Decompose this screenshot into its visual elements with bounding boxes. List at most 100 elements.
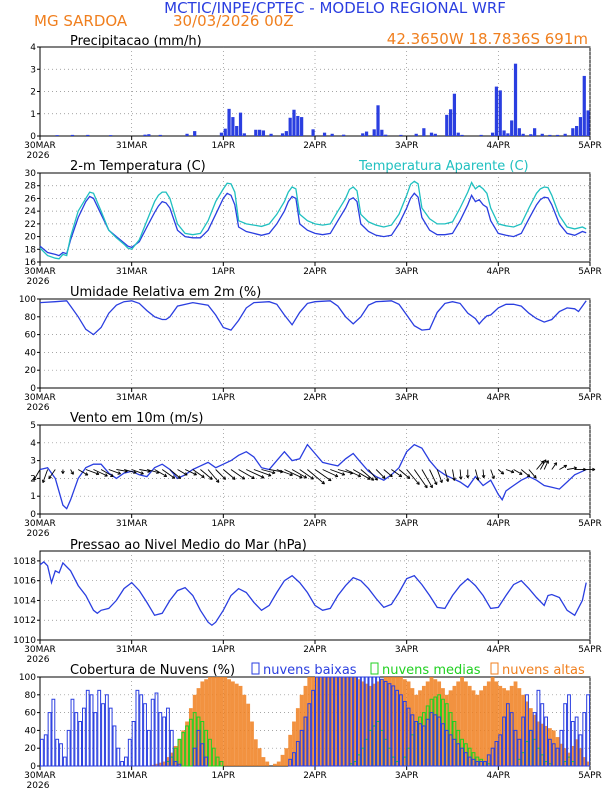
wind-arrow-head [41, 479, 46, 484]
cloud-bar-high [387, 677, 392, 766]
pressure-xtick-label: 1APR [212, 645, 236, 655]
cloud-bar-high [547, 728, 552, 766]
wind-arrow [291, 469, 307, 479]
precip-bar [311, 129, 315, 136]
wind-arrow-head [434, 481, 438, 486]
cloud-bar-low [372, 676, 377, 767]
precip-bar [219, 132, 224, 136]
precip-bar [86, 134, 90, 136]
precip-bar [143, 134, 147, 136]
cloud-bar-low [399, 694, 403, 767]
cloud-bar-low [486, 754, 491, 767]
wind-arrow-head [267, 473, 272, 477]
cloud-bar-high [177, 739, 182, 766]
wind-arrow [452, 469, 455, 481]
cloud-bar-low [540, 703, 545, 767]
cloud-bar-low [120, 761, 125, 767]
precip-bar [445, 114, 449, 136]
cloud-bar-high [395, 677, 400, 766]
wind-arrow [375, 469, 386, 479]
cloud-bar-low [387, 683, 392, 767]
cloud-bar-low [349, 676, 354, 767]
cloud-bar-low [379, 678, 384, 767]
cloud-bar-high [559, 743, 564, 766]
cloud-bar-low [471, 758, 476, 767]
cloud-cover-title: Cobertura de Nuvens (%) [70, 663, 235, 678]
precip-bar [376, 105, 380, 136]
wind-arrow-head [33, 477, 37, 481]
wind-arrow [246, 469, 265, 479]
cloud-bar-high [242, 694, 247, 766]
wind-arrow [413, 469, 428, 489]
wind-arrow-head [592, 467, 596, 472]
cloud-bar-low [345, 676, 350, 767]
cloud-bar-low [391, 685, 396, 767]
temperature-panel: 2-m Temperatura (C) Temperatura Aparente… [24, 159, 602, 287]
cloud-bar-high [219, 677, 224, 766]
pressure-xtick-label: 31MAR [116, 645, 148, 655]
cloud-bar-high [326, 677, 331, 766]
wind-arrow-head [416, 481, 420, 485]
temp-ytick-label: 26 [25, 194, 37, 204]
cloud-bar-high [204, 679, 209, 766]
cloud-bar-low [494, 741, 499, 767]
wind-arrow-head [271, 470, 276, 475]
cloud-bar-low [410, 714, 415, 767]
wind-arrow-head [510, 469, 515, 474]
wind-arrow [85, 469, 100, 475]
wind-line-0 [39, 443, 587, 510]
cloud-bar-low [578, 734, 583, 767]
clouds-xtick-label: 4APR [487, 771, 511, 781]
precip-bar [372, 129, 376, 136]
cloud-bar-low [547, 738, 552, 767]
wind-arrow-head [299, 475, 303, 479]
wind-arrow [490, 469, 495, 479]
cloud-bar-low [292, 752, 296, 767]
wind-arrow [131, 469, 144, 475]
wind-arrow-head [389, 473, 393, 478]
cloud-bar-high [567, 752, 571, 766]
wind-arrow [314, 469, 332, 482]
cloud-bar-low [586, 694, 590, 767]
cloud-bar-high [223, 677, 228, 766]
precip-bar [280, 133, 285, 136]
precip-bar [380, 129, 384, 136]
cloud-bar-low [143, 703, 147, 767]
temp-ytick-label: 30 [25, 169, 37, 179]
temp-year-label: 2026 [27, 277, 50, 287]
wind-arrow-head [424, 484, 428, 489]
apparent-temperature-legend: Temperatura Aparente (C) [358, 159, 529, 174]
wind-panel: Vento em 10m (m/s) 0 1 2 3 4 5 30MAR 31MAR 1APR 2… [24, 411, 602, 539]
temp-line-1 [39, 180, 587, 260]
clouds-xtick-label: 5APR [578, 771, 602, 781]
wind-arrow-head [533, 475, 537, 479]
wind-arrow-head [193, 472, 197, 476]
cloud-bar-high [315, 677, 319, 766]
cloud-bar-mid [181, 732, 186, 767]
cloud-bar-low [528, 729, 533, 767]
cloud-bar-high [509, 685, 514, 766]
cloud-bar-mid [211, 747, 216, 767]
wind-arrow [436, 469, 443, 483]
wind-arrow-head [519, 471, 523, 475]
pressure-xtick-label: 4APR [487, 645, 511, 655]
wind-arrow-head [500, 471, 505, 475]
cloud-bar-high [467, 685, 472, 766]
wind-arrow [48, 469, 56, 479]
precip-bar [284, 131, 288, 136]
rh-ytick-label: 0 [30, 384, 36, 394]
cloud-bar-low [177, 763, 182, 767]
cloud-bar-low [307, 703, 312, 767]
cloud-bar-high [192, 694, 197, 766]
wind-arrow [123, 469, 137, 474]
wind-arrow-head [209, 476, 213, 480]
precip-bar [147, 134, 151, 136]
cloud-bar-low [139, 694, 144, 767]
cloud-bar-low [383, 680, 388, 767]
cloud-bar-low [204, 756, 209, 767]
precip-bar [384, 134, 388, 136]
wind-arrow [184, 469, 197, 476]
cloud-bar-high [448, 690, 453, 766]
wind-arrow [154, 469, 167, 477]
wind-xtick-label: 30MAR [24, 519, 56, 529]
